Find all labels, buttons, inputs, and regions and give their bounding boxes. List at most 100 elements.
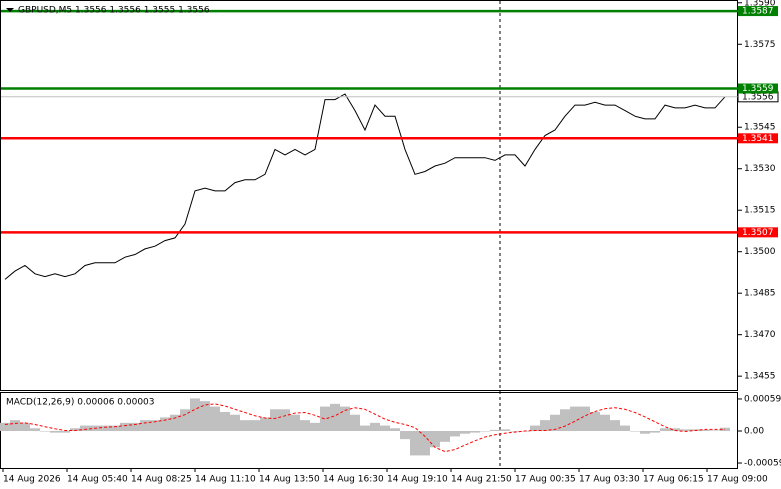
macd-bar	[100, 425, 110, 431]
macd-bar	[160, 417, 170, 431]
y-tick-label: -0.00059	[744, 459, 781, 469]
y-tick-label: 1.3590	[744, 0, 776, 8]
level-label: 1.3541	[742, 134, 774, 144]
level-box	[738, 83, 778, 94]
y-tick-label: 1.3470	[744, 330, 776, 340]
macd-bar	[460, 431, 470, 434]
level-label: 1.3507	[742, 228, 774, 238]
macd-bar	[610, 420, 620, 431]
macd-bar	[180, 409, 190, 431]
y-tick-label: 0.00	[744, 427, 764, 437]
macd-bar	[680, 429, 690, 431]
x-tick-label: 17 Aug 09:00	[707, 475, 768, 485]
x-tick-label: 17 Aug 03:30	[579, 475, 640, 485]
macd-bar	[360, 425, 370, 431]
macd-bar	[330, 403, 340, 431]
macd-bar	[290, 414, 300, 431]
macd-bar	[110, 425, 120, 431]
x-tick-label: 14 Aug 05:40	[67, 475, 128, 485]
level-box	[738, 6, 778, 17]
macd-bar	[530, 425, 540, 431]
macd-bar	[30, 428, 40, 431]
x-tick-label: 14 Aug 19:10	[387, 475, 448, 485]
macd-bar	[390, 428, 400, 431]
macd-bar	[570, 406, 580, 431]
symbol-icon	[6, 8, 14, 12]
x-tick-label: 14 Aug 08:25	[131, 475, 192, 485]
x-tick-label: 14 Aug 13:50	[259, 475, 320, 485]
macd-bar	[400, 431, 410, 440]
macd-bar	[490, 429, 500, 431]
macd-bar	[430, 431, 440, 448]
macd-bar	[540, 420, 550, 431]
macd-bar	[130, 422, 140, 431]
macd-bar	[260, 417, 270, 431]
macd-bar	[300, 420, 310, 431]
macd-bar	[450, 431, 460, 437]
level-box	[738, 227, 778, 238]
y-tick-label: 1.3545	[744, 123, 776, 133]
level-label: 1.3587	[742, 7, 774, 17]
macd-bar	[280, 409, 290, 431]
macd-bar	[630, 431, 640, 432]
y-tick-label: 0.00059	[744, 394, 781, 404]
macd-bar	[650, 431, 660, 433]
x-tick-label: 17 Aug 06:15	[643, 475, 704, 485]
macd-bar	[190, 398, 200, 431]
macd-bar	[240, 420, 250, 431]
price-panel-frame	[0, 0, 738, 391]
macd-bar	[320, 406, 330, 431]
macd-bar	[0, 422, 10, 431]
level-label: 1.3559	[742, 84, 774, 94]
price-line	[4, 93, 726, 280]
macd-bar	[340, 406, 350, 431]
current-price-label: 1.3556	[742, 92, 774, 102]
macd-bar	[710, 430, 720, 431]
macd-bar	[580, 406, 590, 431]
macd-bar	[200, 401, 210, 431]
macd-bar	[350, 414, 360, 431]
y-tick-label: 1.3530	[744, 164, 776, 174]
macd-bar	[20, 422, 30, 431]
macd-bar	[80, 425, 90, 431]
macd-bar	[380, 425, 390, 431]
macd-bar	[620, 425, 630, 431]
macd-bar	[170, 414, 180, 431]
macd-bar	[210, 406, 220, 431]
y-tick-label: 1.3485	[744, 289, 776, 299]
macd-bar	[40, 431, 50, 432]
macd-bar	[640, 431, 650, 434]
macd-bar	[310, 422, 320, 431]
y-tick-label: 1.3575	[744, 40, 776, 50]
macd-bar	[440, 431, 450, 442]
macd-bar	[120, 422, 130, 431]
macd-bar	[700, 429, 710, 431]
y-tick-label: 1.3455	[744, 372, 776, 382]
macd-bar	[600, 414, 610, 431]
macd-bar	[480, 431, 490, 432]
macd-bar	[660, 428, 670, 431]
macd-bar	[10, 420, 20, 431]
macd-bar	[140, 420, 150, 431]
x-tick-label: 17 Aug 00:35	[515, 475, 576, 485]
macd-bar	[230, 414, 240, 431]
macd-bar	[590, 412, 600, 431]
macd-bar	[410, 431, 420, 456]
macd-bar	[250, 420, 260, 431]
y-tick-label: 1.3500	[744, 247, 776, 257]
macd-bar	[510, 431, 520, 432]
macd-bar	[550, 414, 560, 431]
macd-bar	[560, 409, 570, 431]
macd-bar	[70, 428, 80, 431]
x-tick-label: 14 Aug 11:10	[195, 475, 256, 485]
macd-bar	[50, 431, 60, 433]
macd-title: MACD(12,26,9) 0.00006 0.00003	[6, 398, 155, 408]
macd-bar	[470, 431, 480, 433]
x-tick-label: 14 Aug 2026	[3, 475, 61, 485]
macd-bar	[60, 431, 70, 433]
signal-line	[4, 403, 725, 453]
macd-bar	[670, 428, 680, 431]
